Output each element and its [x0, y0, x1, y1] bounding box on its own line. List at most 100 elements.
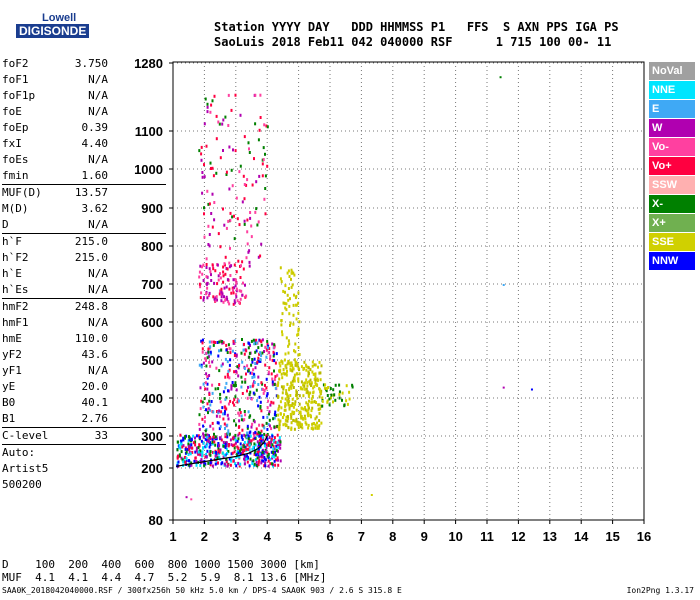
echo-point [187, 445, 190, 449]
x-tick-label: 9 [421, 529, 428, 544]
echo-point [287, 416, 290, 420]
echo-point [301, 426, 304, 430]
echo-point [233, 443, 236, 447]
echo-point [211, 437, 214, 441]
echo-point [280, 372, 283, 376]
param-row: fmin 1.60 [2, 168, 166, 184]
echo-point [211, 360, 214, 364]
echo-point [268, 424, 271, 428]
echo-point [246, 426, 249, 430]
echo-point [246, 364, 249, 368]
echo-point [253, 462, 256, 466]
echo-point [261, 450, 264, 454]
echo-point [270, 450, 273, 454]
echo-point [247, 410, 250, 414]
echo-point [271, 342, 274, 346]
echo-point [204, 462, 207, 466]
echo-point [280, 385, 283, 389]
echo-point [227, 389, 229, 393]
echo-point [297, 377, 300, 381]
echo-point [314, 426, 317, 430]
echo-point [323, 386, 326, 390]
echo-point [234, 395, 237, 399]
echo-point [225, 396, 228, 400]
echo-point [321, 404, 324, 408]
echo-point [259, 400, 262, 404]
echo-point [215, 366, 218, 370]
echo-point [265, 421, 268, 425]
echo-point [292, 386, 295, 389]
echo-point [198, 444, 201, 448]
echo-point [226, 452, 228, 455]
echo-point [276, 443, 279, 447]
echo-point [206, 435, 209, 439]
echo-point [253, 436, 256, 440]
echo-point [308, 372, 310, 376]
echo-point [275, 352, 278, 356]
echo-point [313, 400, 316, 404]
echo-point [314, 423, 317, 427]
echo-point [273, 369, 275, 373]
echo-point [282, 371, 285, 375]
echo-point [201, 191, 204, 195]
echo-point [235, 289, 238, 293]
echo-point [257, 383, 260, 386]
echo-point [264, 212, 267, 216]
echo-point [205, 275, 208, 279]
echo-point [238, 289, 241, 293]
param-row: foE N/A [2, 104, 166, 120]
echo-point [244, 380, 247, 384]
echo-point [310, 384, 312, 387]
echo-point [257, 447, 260, 451]
echo-point [278, 369, 281, 373]
param-name: B1 [2, 412, 16, 425]
param-value: 248.8 [74, 300, 108, 313]
echo-point [244, 445, 247, 449]
echo-point [225, 170, 228, 174]
echo-point [277, 446, 280, 450]
echo-point [218, 436, 221, 440]
echo-point [199, 386, 202, 390]
echo-point [205, 292, 208, 296]
echo-point [228, 265, 231, 269]
echo-point [257, 460, 260, 464]
echo-point [257, 356, 260, 360]
echo-point [274, 410, 277, 414]
plot-frame [172, 61, 645, 521]
echo-point [223, 422, 226, 426]
param-name: B0 [2, 396, 16, 409]
echo-point [228, 287, 231, 291]
echo-point [258, 423, 261, 427]
echo-point [247, 447, 250, 451]
param-row: B1 2.76 [2, 411, 166, 427]
echo-point [199, 264, 202, 268]
echo-point [212, 174, 215, 178]
echo-point [225, 441, 228, 445]
echo-point [238, 431, 241, 435]
echo-point [227, 369, 230, 373]
echo-point [259, 438, 261, 442]
echo-point [262, 158, 265, 162]
echo-point [248, 443, 251, 447]
echo-point [292, 322, 295, 326]
muf-distance-row: D 100 200 400 600 800 1000 1500 3000 [km… [2, 558, 320, 571]
echo-point [287, 298, 290, 302]
y-tick-label: 900 [141, 201, 163, 216]
echo-point [237, 374, 240, 378]
echo-point [245, 457, 248, 461]
echo-point [205, 144, 208, 148]
echo-point [215, 137, 218, 141]
echo-point [257, 463, 260, 467]
echo-point [202, 432, 205, 436]
logo-line1: Lowell [42, 12, 77, 24]
echo-point [200, 291, 203, 295]
echo-point [287, 339, 290, 343]
echo-point [256, 456, 259, 460]
echo-point [211, 391, 214, 395]
legend-item: SSW [649, 176, 695, 194]
echo-point [345, 384, 348, 388]
echo-point [230, 291, 233, 295]
echo-point [250, 397, 253, 401]
param-value: 20.0 [81, 380, 109, 393]
echo-point [231, 184, 234, 188]
